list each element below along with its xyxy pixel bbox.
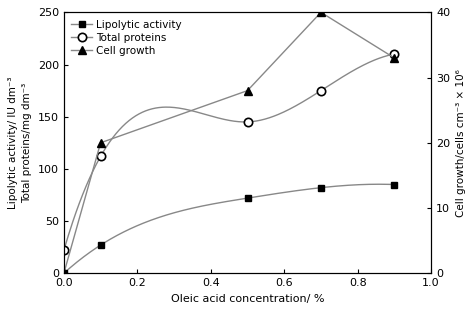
Line: Lipolytic activity: Lipolytic activity [60,181,398,277]
Line: Cell growth: Cell growth [60,8,399,277]
Y-axis label: Lipolytic activity/ IU dm⁻³
Total proteins/mg dm⁻³: Lipolytic activity/ IU dm⁻³ Total protei… [9,76,32,209]
Lipolytic activity [98,243,103,247]
Total proteins [61,248,67,252]
Y-axis label: Cell growth/cells cm⁻³ × 10⁶: Cell growth/cells cm⁻³ × 10⁶ [456,69,465,217]
Lipolytic activity [392,183,397,186]
Lipolytic activity [245,196,250,200]
X-axis label: Oleic acid concentration/ %: Oleic acid concentration/ % [171,294,324,304]
Legend: Lipolytic activity, Total proteins, Cell growth: Lipolytic activity, Total proteins, Cell… [69,17,184,58]
Total proteins [392,52,397,56]
Cell growth [61,271,67,275]
Lipolytic activity [61,271,67,275]
Total proteins [245,120,250,124]
Cell growth [98,141,103,145]
Cell growth [392,56,397,60]
Total proteins [318,89,324,92]
Line: Total proteins: Total proteins [60,50,399,255]
Cell growth [318,11,324,14]
Cell growth [245,89,250,92]
Total proteins [98,154,103,158]
Lipolytic activity [318,186,324,190]
